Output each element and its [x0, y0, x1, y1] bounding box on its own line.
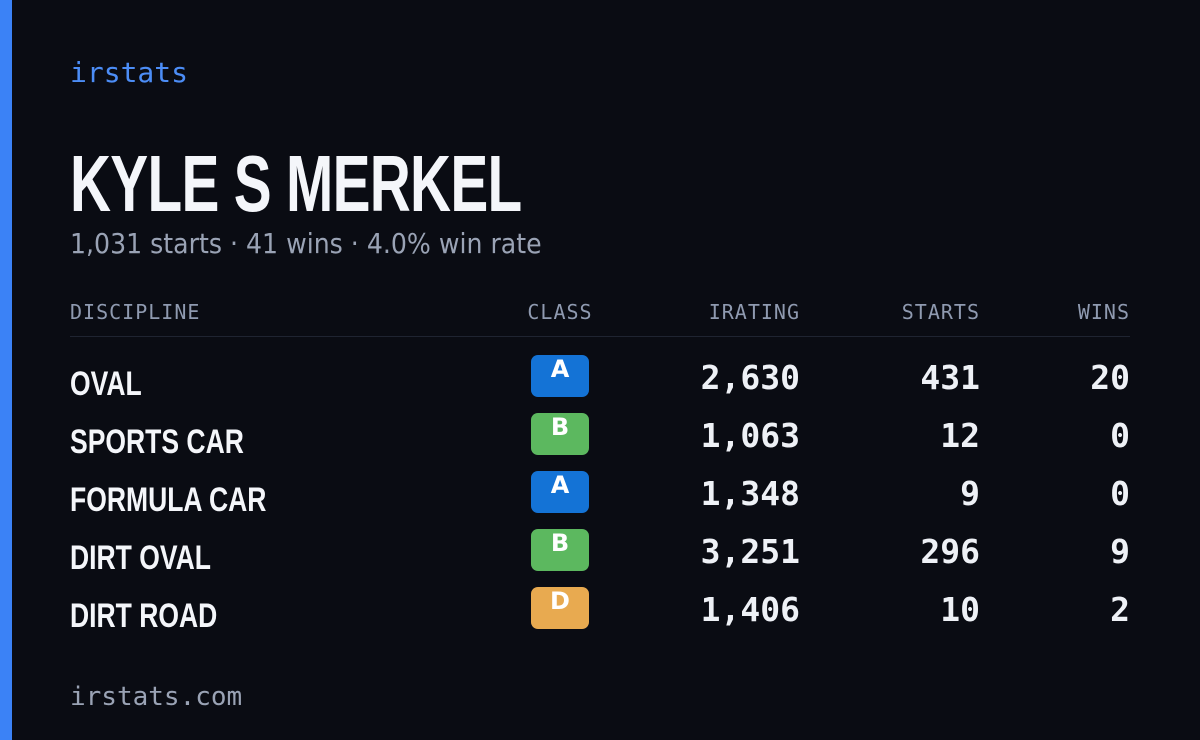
starts: 12: [940, 416, 980, 455]
wins: 2: [1110, 590, 1130, 629]
wins: 20: [1090, 358, 1130, 397]
wins: 0: [1110, 416, 1130, 455]
starts: 9: [960, 474, 980, 513]
class-badge: A: [531, 471, 589, 513]
discipline: DIRT ROAD: [70, 597, 218, 635]
brand: irstats: [70, 56, 189, 89]
header-rule: [70, 336, 1130, 337]
column-header: DISCIPLINE: [70, 300, 201, 324]
irating: 1,063: [700, 416, 800, 455]
wins: 0: [1110, 474, 1130, 513]
class-badge: B: [531, 529, 589, 571]
footer-site: irstats.com: [70, 682, 243, 712]
accent-bar: [0, 0, 12, 740]
driver-name: KYLE S MERKEL: [70, 139, 522, 228]
irating: 1,348: [700, 474, 800, 513]
summary: 1,031 starts · 41 wins · 4.0% win rate: [70, 227, 542, 260]
irating: 1,406: [700, 590, 800, 629]
column-header: IRATING: [708, 300, 800, 324]
starts: 10: [940, 590, 980, 629]
column-header: CLASS: [527, 300, 593, 324]
discipline: FORMULA CAR: [70, 481, 267, 519]
starts: 296: [920, 532, 980, 571]
wins: 9: [1110, 532, 1130, 571]
discipline: OVAL: [70, 365, 142, 403]
starts: 431: [920, 358, 980, 397]
column-header: WINS: [1077, 300, 1130, 324]
discipline: DIRT OVAL: [70, 539, 211, 577]
class-badge: D: [531, 587, 589, 629]
column-header: STARTS: [901, 300, 980, 324]
irating: 2,630: [700, 358, 800, 397]
discipline: SPORTS CAR: [70, 423, 244, 461]
class-badge: B: [531, 413, 589, 455]
class-badge: A: [531, 355, 589, 397]
irating: 3,251: [700, 532, 800, 571]
